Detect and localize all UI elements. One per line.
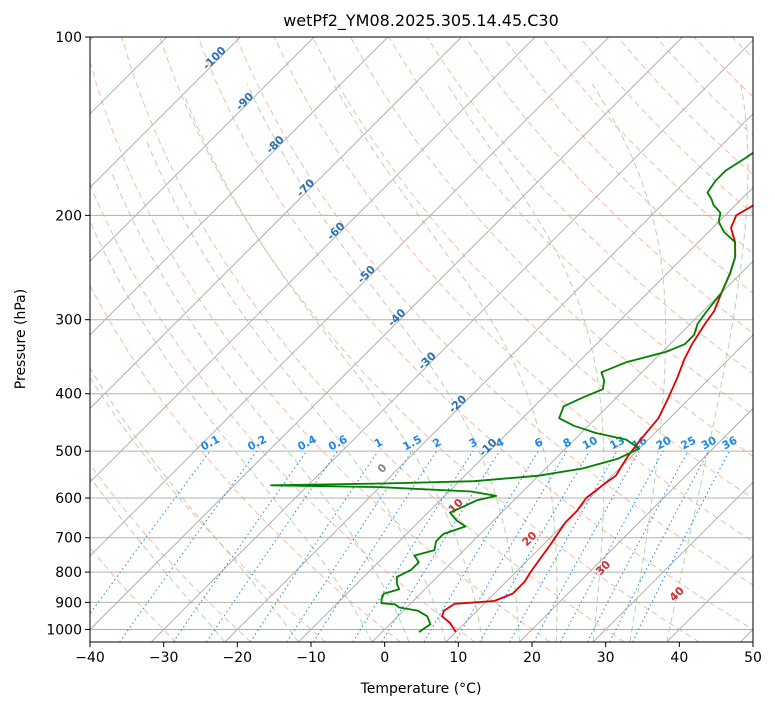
- chart-title: wetPf2_YM08.2025.305.14.45.C30: [283, 11, 559, 31]
- moist-adiabat: [90, 220, 373, 642]
- y-tick-label: 100: [55, 30, 82, 46]
- mixing-ratio-line: [423, 450, 539, 642]
- mixing-ratio-label: 10: [580, 434, 600, 453]
- moist-adiabat: [666, 83, 749, 642]
- x-tick-label: −30: [149, 650, 179, 666]
- isotherm-line: [371, 260, 753, 642]
- moist-adiabat: [246, 83, 520, 642]
- dry-adiabat: [235, 37, 753, 586]
- mixing-ratio-line: [286, 450, 413, 642]
- dry-adiabat: [312, 37, 753, 500]
- x-tick-label: 0: [380, 650, 389, 666]
- y-tick-label: 200: [55, 208, 82, 224]
- isotherm-line: [518, 407, 753, 642]
- isotherm-line: [150, 39, 753, 642]
- dry-adiabat: [90, 59, 551, 642]
- x-tick-label: 50: [744, 650, 762, 666]
- isotherm-line: [90, 37, 315, 262]
- y-tick-label: 800: [55, 565, 82, 581]
- x-axis-label: Temperature (°C): [360, 681, 482, 697]
- mixing-ratio-line: [586, 450, 689, 642]
- dewpoint-line: [270, 151, 753, 633]
- isotherm-line: [297, 186, 753, 642]
- mixing-ratio-line: [352, 450, 474, 642]
- y-tick-label: 300: [55, 313, 82, 329]
- x-tick-label: 40: [670, 650, 688, 666]
- isotherm-line: [90, 37, 536, 483]
- x-tick-label: 30: [597, 650, 615, 666]
- isotherm-line: [90, 37, 684, 631]
- y-axis-label: Pressure (hPa): [13, 289, 29, 389]
- mixing-ratio-line: [249, 450, 379, 642]
- temperature-line: [441, 204, 753, 633]
- isotherm-line: [90, 37, 610, 557]
- dry-adiabat: [121, 37, 625, 642]
- moist-adiabat: [90, 367, 299, 642]
- y-tick-label: 500: [55, 444, 82, 460]
- isotherm-line: [592, 481, 753, 642]
- series-layer: [270, 151, 753, 633]
- isotherm-line: [90, 37, 242, 189]
- x-tick-label: −20: [223, 650, 253, 666]
- dry-adiabat: [197, 37, 753, 631]
- mixing-ratio-line: [559, 450, 664, 642]
- x-tick-label: −40: [75, 650, 105, 666]
- moist-adiabat: [333, 83, 558, 642]
- y-tick-label: 1000: [46, 623, 82, 639]
- moist-adiabat: [90, 476, 226, 642]
- y-tick-label: 400: [55, 387, 82, 403]
- mixing-ratio-line: [381, 450, 500, 642]
- plot-frame: [89, 36, 754, 643]
- dry-adiabat: [90, 463, 252, 642]
- mixing-ratio-label: 36: [720, 434, 740, 453]
- mixing-ratio-label: 25: [679, 434, 699, 453]
- mixing-ratio-label: 30: [699, 434, 719, 453]
- y-tick-label: 700: [55, 531, 82, 547]
- mixing-ratio-line: [454, 450, 568, 642]
- dry-adiabat: [502, 37, 753, 294]
- mixing-ratio-line: [205, 450, 339, 642]
- mixing-ratio-line: [313, 450, 438, 642]
- isotherm-line: [90, 37, 389, 336]
- dry-adiabat: [159, 37, 700, 642]
- isotherm-line: [224, 113, 753, 642]
- x-tick-label: 20: [523, 650, 541, 666]
- dry-adiabat: [273, 37, 753, 543]
- isotherm-line: [445, 334, 753, 642]
- y-tick-label: 600: [55, 491, 82, 507]
- axes: −40 −30 −20 −10 0 10 20 30 40 50 100 200 300 400 500 60…: [46, 30, 762, 666]
- moist-adiabat: [446, 83, 605, 642]
- y-tick-label: 900: [55, 595, 82, 611]
- x-tick-label: 10: [449, 650, 467, 666]
- mixing-ratio-label: 20: [654, 434, 674, 453]
- isotherm-line: [90, 37, 463, 410]
- mixing-ratio-line: [172, 450, 308, 642]
- x-tick-label: −10: [296, 650, 326, 666]
- moist-adiabat: [591, 83, 667, 642]
- moist-adiabat: [183, 94, 484, 642]
